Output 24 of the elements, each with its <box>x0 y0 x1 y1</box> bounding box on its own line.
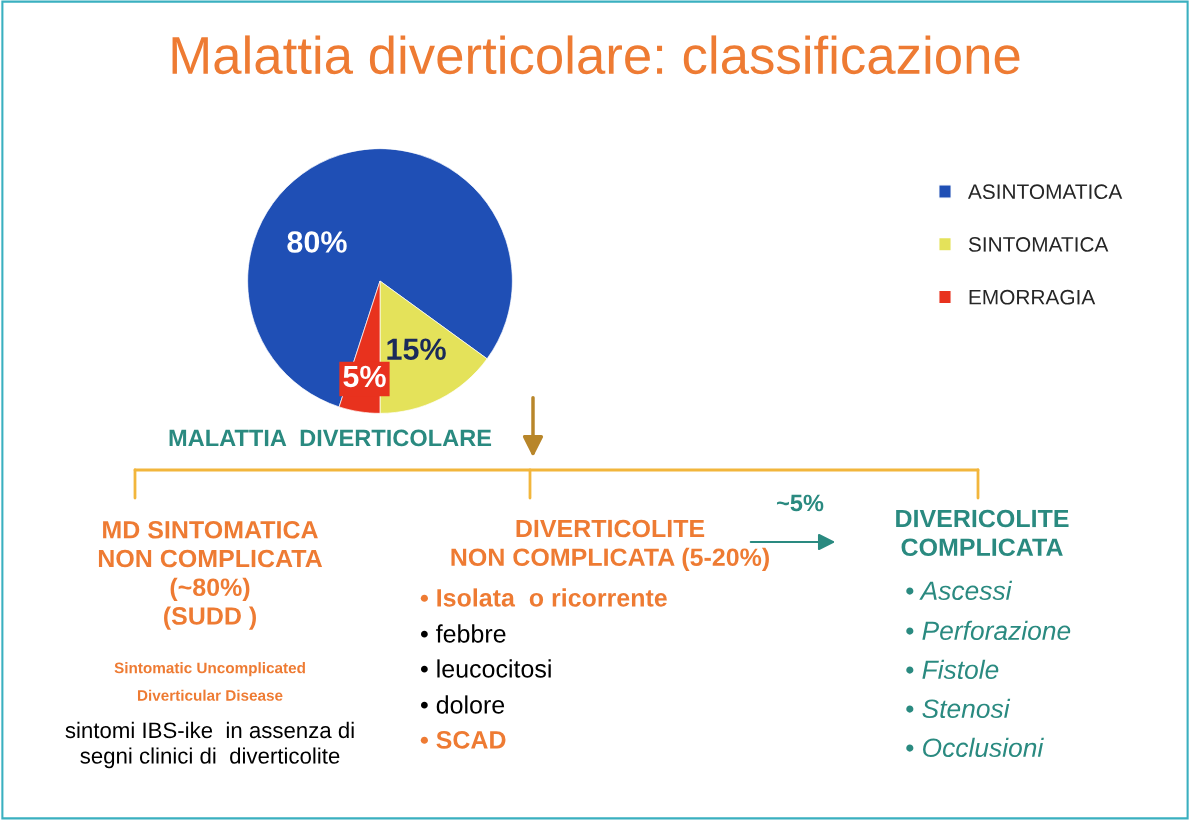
text: DIVERICOLITE COMPLICATA <box>896 509 1069 557</box>
data-label: 5% <box>343 365 386 388</box>
legend-label: SINTOMATICA <box>968 237 1109 252</box>
text: • Isolata o ricorrente <box>420 588 667 607</box>
data-label: 15% <box>387 338 446 360</box>
legend-label: EMORRAGIA <box>969 289 1096 305</box>
data-label: 80% <box>287 231 347 253</box>
text: MALATTIA DIVERTICOLARE <box>169 429 492 447</box>
text: ~5% <box>776 494 824 512</box>
chart-title: Malattia diverticolare: classificazione <box>172 35 1020 75</box>
legend-label: ASINTOMATICA <box>967 184 1123 200</box>
text: • Stenosi <box>906 698 1011 719</box>
text: • leucocitosi <box>420 659 551 678</box>
text: • Perforazione <box>906 620 1071 641</box>
text: • Fistole <box>906 659 999 680</box>
text: • SCAD <box>420 731 506 749</box>
text: DIVERTICOLITE NON COMPLICATA (5-20%) <box>451 519 769 572</box>
text: MD SINTOMATICA NON COMPLICATA (~80%) (SUDD ) <box>98 520 323 630</box>
text: • febbre <box>420 624 506 643</box>
text: • dolore <box>420 695 505 714</box>
text: Sintomatic Uncomplicated Diverticular Disease <box>114 662 305 701</box>
text: • Ascessi <box>906 580 1013 601</box>
text: • Occlusioni <box>906 737 1044 758</box>
text: sintomi IBS-ike in assenza di segni clinici di diverticolite <box>65 721 354 769</box>
